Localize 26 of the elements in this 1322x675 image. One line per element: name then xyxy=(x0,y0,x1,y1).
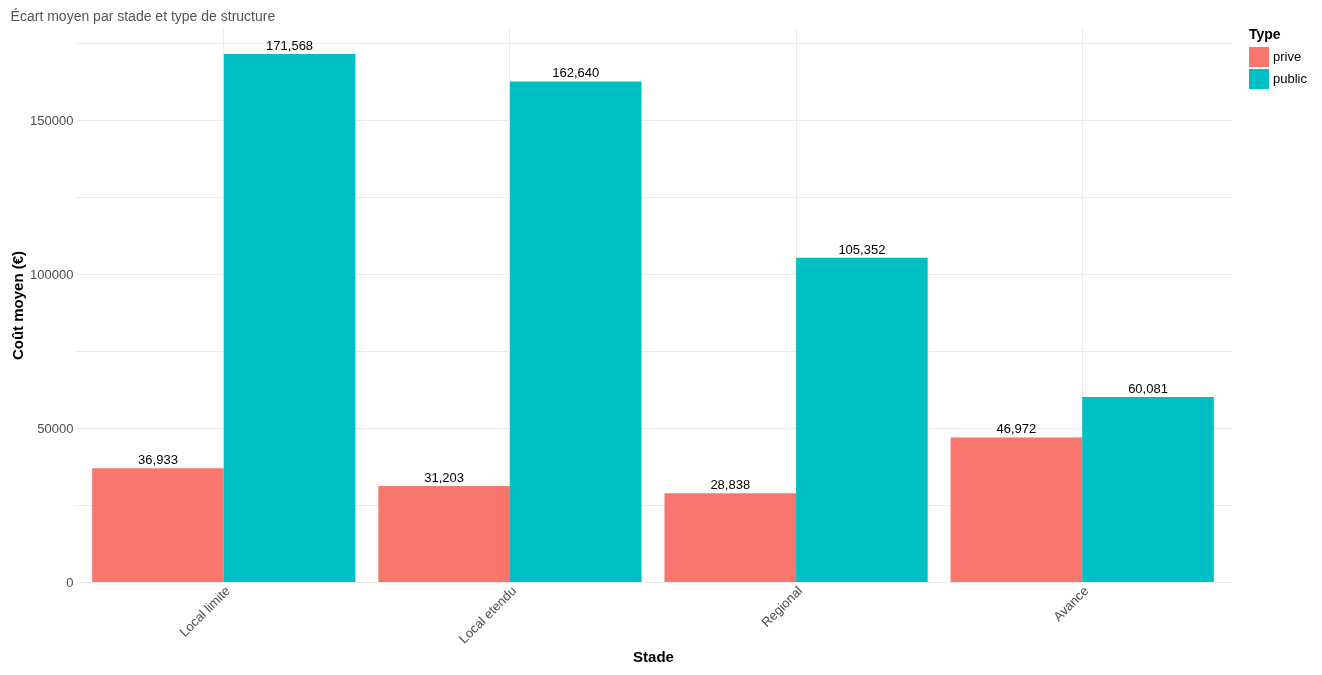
data-label: 171,568 xyxy=(266,37,314,53)
bar xyxy=(378,485,510,582)
data-label: 46,972 xyxy=(996,421,1037,437)
data-label: 36,933 xyxy=(138,452,178,468)
bar xyxy=(509,81,642,582)
y-tick-label: 150000 xyxy=(30,112,74,128)
bar xyxy=(664,493,797,582)
y-axis-title: Coût moyen (€) xyxy=(9,250,27,361)
data-label: 60,081 xyxy=(1128,381,1168,397)
y-tick-label: 100000 xyxy=(30,266,74,282)
y-tick-label: 0 xyxy=(66,574,74,590)
bar xyxy=(1082,397,1214,582)
legend-title: Type xyxy=(1249,26,1281,42)
data-label: 28,838 xyxy=(710,477,751,493)
x-axis-title: Stade xyxy=(633,648,674,666)
bar xyxy=(950,437,1083,582)
legend-label: prive xyxy=(1273,49,1302,64)
y-tick-label: 50000 xyxy=(37,420,74,436)
data-label: 105,352 xyxy=(838,241,886,257)
data-label: 162,640 xyxy=(552,65,600,81)
chart-title: Écart moyen par stade et type de structure xyxy=(10,8,276,24)
bar xyxy=(223,53,356,582)
legend-label: public xyxy=(1273,71,1308,86)
data-label: 31,203 xyxy=(424,469,464,485)
bar xyxy=(92,468,224,582)
bar xyxy=(796,257,928,582)
